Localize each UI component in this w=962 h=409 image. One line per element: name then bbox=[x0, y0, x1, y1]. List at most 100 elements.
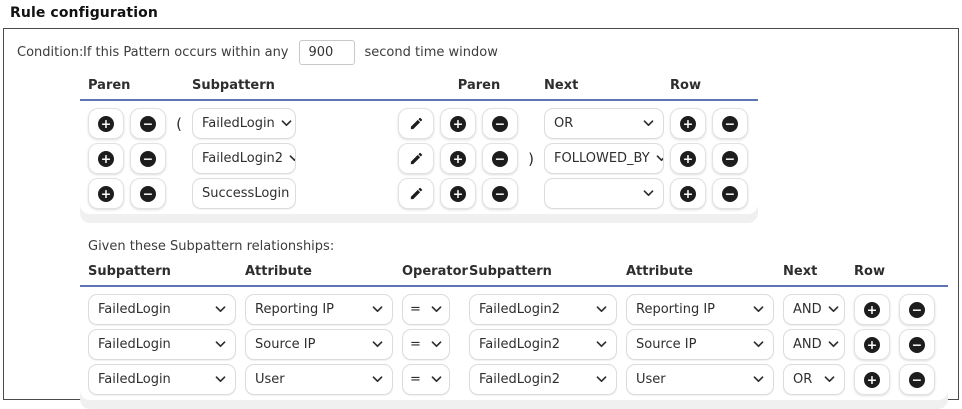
remove-row-button[interactable]: − bbox=[899, 329, 935, 360]
next-logic-select[interactable]: OR bbox=[783, 364, 845, 395]
pencil-icon bbox=[410, 152, 422, 165]
attribute-b-value: Reporting IP bbox=[636, 302, 716, 317]
subpattern-a-value: FailedLogin bbox=[98, 337, 171, 352]
attribute-a-select[interactable]: Source IP bbox=[245, 329, 393, 360]
operator-select[interactable]: = bbox=[402, 294, 450, 325]
remove-row-button[interactable]: − bbox=[712, 108, 748, 139]
subpattern-select-value: SuccessLogin bbox=[202, 186, 290, 201]
add-close-paren-button[interactable]: + bbox=[440, 143, 476, 174]
subpattern-b-value: FailedLogin2 bbox=[479, 302, 561, 317]
remove-close-paren-button[interactable]: − bbox=[482, 108, 518, 139]
next-operator-select[interactable]: FOLLOWED_BY bbox=[544, 143, 664, 174]
attribute-b-select[interactable]: Reporting IP bbox=[626, 294, 774, 325]
subpattern-select-value: FailedLogin2 bbox=[202, 151, 284, 166]
remove-row-button[interactable]: − bbox=[899, 294, 935, 325]
add-open-paren-button[interactable]: + bbox=[88, 143, 124, 174]
remove-row-button[interactable]: − bbox=[712, 143, 748, 174]
attribute-b-select[interactable]: Source IP bbox=[626, 329, 774, 360]
add-close-paren-button[interactable]: + bbox=[440, 108, 476, 139]
subpattern-select[interactable]: FailedLogin bbox=[192, 108, 296, 139]
pattern-row-2: + − FailedLogin2 + − ) FOLLOWED bbox=[88, 143, 750, 174]
attribute-b-select[interactable]: User bbox=[626, 364, 774, 395]
time-window-input[interactable] bbox=[298, 40, 355, 65]
condition-text-before: If this Pattern occurs within any bbox=[83, 45, 289, 60]
remove-close-paren-button[interactable]: − bbox=[482, 178, 518, 209]
plus-icon: + bbox=[864, 336, 880, 353]
remove-open-paren-button[interactable]: − bbox=[130, 108, 166, 139]
subpattern-select[interactable]: FailedLogin2 bbox=[192, 143, 296, 174]
next-logic-select[interactable]: AND bbox=[783, 294, 845, 325]
chevron-down-icon bbox=[289, 155, 295, 162]
plus-icon: + bbox=[680, 185, 696, 202]
subpattern-b-select[interactable]: FailedLogin2 bbox=[469, 329, 617, 360]
add-row-button[interactable]: + bbox=[670, 143, 706, 174]
operator-select[interactable]: = bbox=[402, 329, 450, 360]
operator-value: = bbox=[410, 337, 421, 352]
plus-icon: + bbox=[864, 301, 880, 318]
pencil-icon bbox=[410, 117, 422, 130]
remove-row-button[interactable]: − bbox=[899, 364, 935, 395]
attribute-b-value: User bbox=[636, 372, 666, 387]
subpattern-b-select[interactable]: FailedLogin2 bbox=[469, 364, 617, 395]
chevron-down-icon bbox=[753, 341, 764, 348]
subpattern-b-value: FailedLogin2 bbox=[479, 337, 561, 352]
subpattern-a-select[interactable]: FailedLogin bbox=[88, 329, 236, 360]
next-operator-select[interactable]: OR bbox=[544, 108, 664, 139]
attribute-a-select[interactable]: Reporting IP bbox=[245, 294, 393, 325]
edit-subpattern-button[interactable] bbox=[398, 108, 434, 139]
chevron-down-icon bbox=[431, 376, 442, 383]
relationships-caption: Given these Subpattern relationships: bbox=[88, 239, 335, 254]
relationship-rows-panel: FailedLogin Reporting IP = FailedLo bbox=[80, 289, 948, 409]
next-operator-value: FOLLOWED_BY bbox=[554, 151, 650, 166]
pattern-table: Paren Subpattern Paren Next Row + − ( Fa… bbox=[80, 78, 758, 223]
subpattern-a-select[interactable]: FailedLogin bbox=[88, 294, 236, 325]
subpattern-select-value: FailedLogin bbox=[202, 116, 275, 131]
minus-icon: − bbox=[722, 115, 738, 132]
pattern-row-1: + − ( FailedLogin + − OR bbox=[88, 108, 750, 139]
header-paren-close: Paren bbox=[457, 78, 501, 93]
minus-icon: − bbox=[909, 371, 925, 388]
remove-close-paren-button[interactable]: − bbox=[482, 143, 518, 174]
subpattern-a-select[interactable]: FailedLogin bbox=[88, 364, 236, 395]
add-row-button[interactable]: + bbox=[854, 329, 890, 360]
header-operator: Operator bbox=[402, 264, 468, 279]
pattern-rows: + − ( FailedLogin + − OR bbox=[80, 103, 758, 214]
subpattern-a-value: FailedLogin bbox=[98, 302, 171, 317]
plus-icon: + bbox=[450, 150, 466, 167]
chevron-down-icon bbox=[281, 120, 292, 127]
edit-subpattern-button[interactable] bbox=[398, 143, 434, 174]
operator-select[interactable]: = bbox=[402, 364, 450, 395]
add-row-button[interactable]: + bbox=[670, 178, 706, 209]
minus-icon: − bbox=[722, 150, 738, 167]
chevron-down-icon bbox=[295, 190, 296, 197]
attribute-a-value: User bbox=[255, 372, 285, 387]
chevron-down-icon bbox=[372, 341, 383, 348]
add-close-paren-button[interactable]: + bbox=[440, 178, 476, 209]
minus-icon: − bbox=[492, 185, 508, 202]
close-paren-text: ) bbox=[528, 149, 534, 168]
minus-icon: − bbox=[909, 336, 925, 353]
pattern-row-3: + − SuccessLogin + − bbox=[88, 178, 750, 209]
minus-icon: − bbox=[140, 185, 156, 202]
edit-subpattern-button[interactable] bbox=[398, 178, 434, 209]
attribute-a-select[interactable]: User bbox=[245, 364, 393, 395]
add-row-button[interactable]: + bbox=[670, 108, 706, 139]
condition-row: Condition: If this Pattern occurs within… bbox=[12, 40, 950, 65]
subpattern-b-select[interactable]: FailedLogin2 bbox=[469, 294, 617, 325]
minus-icon: − bbox=[492, 150, 508, 167]
add-open-paren-button[interactable]: + bbox=[88, 108, 124, 139]
next-logic-select[interactable]: AND bbox=[783, 329, 845, 360]
subpattern-select[interactable]: SuccessLogin bbox=[192, 178, 296, 209]
remove-open-paren-button[interactable]: − bbox=[130, 178, 166, 209]
chevron-down-icon bbox=[596, 306, 607, 313]
add-open-paren-button[interactable]: + bbox=[88, 178, 124, 209]
next-logic-value: OR bbox=[793, 372, 813, 387]
chevron-down-icon bbox=[431, 306, 442, 313]
remove-open-paren-button[interactable]: − bbox=[130, 143, 166, 174]
next-operator-select[interactable] bbox=[544, 178, 664, 209]
plus-icon: + bbox=[450, 185, 466, 202]
add-row-button[interactable]: + bbox=[854, 364, 890, 395]
pencil-icon bbox=[410, 187, 422, 200]
remove-row-button[interactable]: − bbox=[712, 178, 748, 209]
add-row-button[interactable]: + bbox=[854, 294, 890, 325]
